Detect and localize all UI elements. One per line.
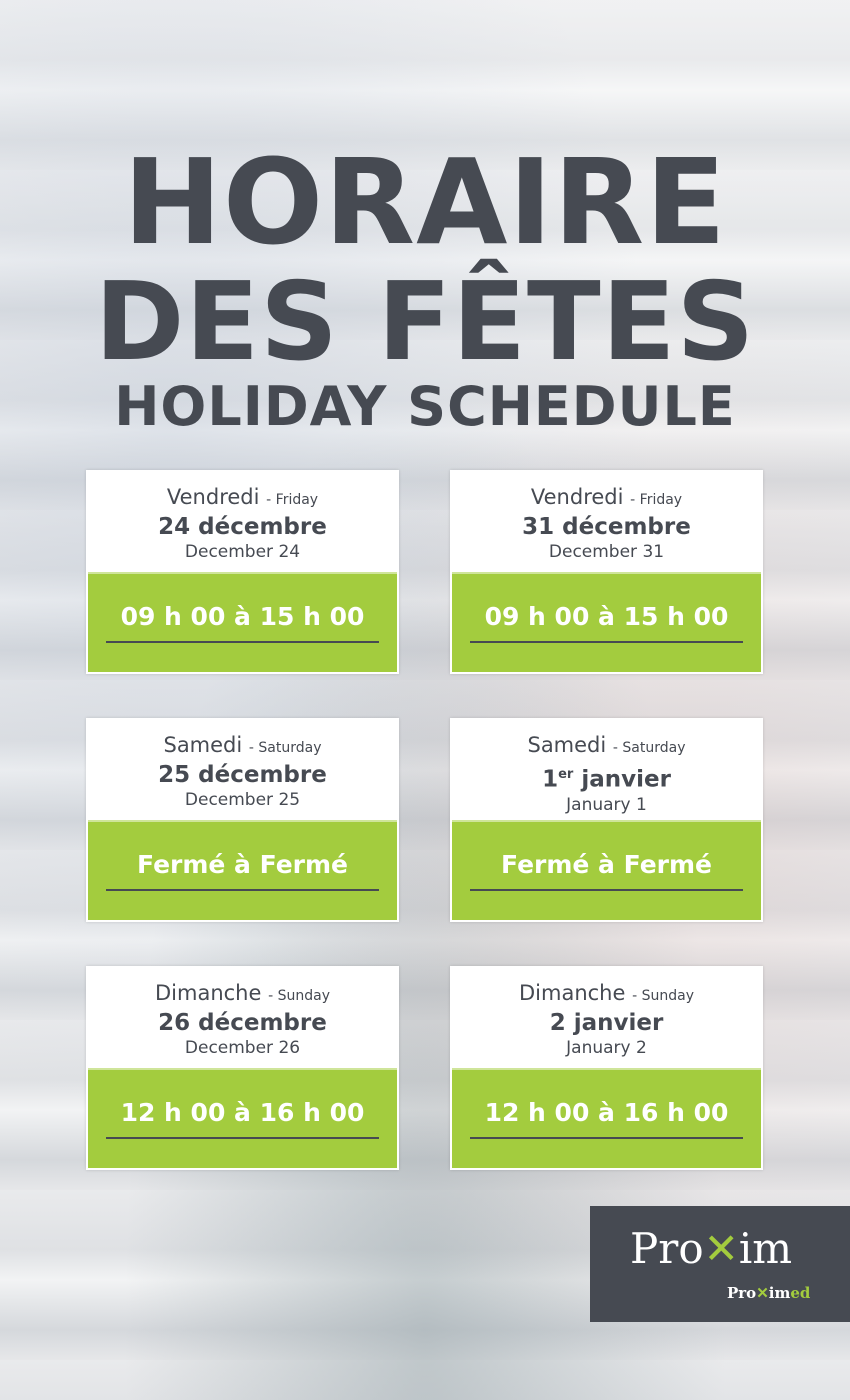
- hours-text: 09 h 00 à 15 h 00: [484, 602, 729, 631]
- hours-band: 09 h 00 à 15 h 00: [452, 572, 761, 672]
- schedule-card: Samedi - Saturday 25 décembre December 25 …: [86, 718, 399, 922]
- date-fr: 26 décembre: [158, 1010, 327, 1036]
- date-fr: 1er janvier: [542, 766, 671, 793]
- hours-band: Fermé à Fermé: [88, 820, 397, 920]
- date-fr: 31 décembre: [522, 514, 691, 540]
- title-french-line1: HORAIRE: [123, 133, 727, 271]
- schedule-card: Vendredi - Friday 24 décembre December 24 …: [86, 470, 399, 674]
- date-fr: 24 décembre: [158, 514, 327, 540]
- hours-text: 09 h 00 à 15 h 00: [120, 602, 365, 631]
- hours-band: Fermé à Fermé: [452, 820, 761, 920]
- schedule-card: Dimanche - Sunday 2 janvier January 2 12 h…: [450, 966, 763, 1170]
- hours-text: Fermé à Fermé: [501, 850, 712, 879]
- hours-band: 12 h 00 à 16 h 00: [88, 1068, 397, 1168]
- date-fr: 2 janvier: [549, 1010, 664, 1036]
- divider: [470, 1137, 743, 1139]
- date-en: December 25: [184, 790, 301, 810]
- day-label: Vendredi - Friday: [166, 485, 319, 509]
- date-en: December 31: [548, 542, 665, 562]
- day-label: Samedi - Saturday: [163, 733, 322, 757]
- divider: [106, 889, 379, 891]
- date-fr: 25 décembre: [158, 762, 327, 788]
- day-label: Vendredi - Friday: [530, 485, 683, 509]
- divider: [106, 641, 379, 643]
- schedule-card: Samedi - Saturday 1er janvier January 1 Fe…: [450, 718, 763, 922]
- schedule-card: Vendredi - Friday 31 décembre December 31 …: [450, 470, 763, 674]
- date-en: January 2: [566, 1038, 647, 1058]
- hours-text: 12 h 00 à 16 h 00: [120, 1098, 365, 1127]
- divider: [106, 1137, 379, 1139]
- title-english: HOLIDAY SCHEDULE: [114, 375, 736, 438]
- divider: [470, 889, 743, 891]
- proxim-logo: Pro✕im Pro✕imed: [590, 1206, 850, 1322]
- hours-band: 09 h 00 à 15 h 00: [88, 572, 397, 672]
- hours-band: 12 h 00 à 16 h 00: [452, 1068, 761, 1168]
- date-en: December 24: [184, 542, 301, 562]
- divider: [470, 641, 743, 643]
- date-en: January 1: [566, 794, 647, 815]
- title-french-line2: DES FÊTES: [94, 260, 756, 385]
- hours-text: 12 h 00 à 16 h 00: [484, 1098, 729, 1127]
- hours-text: Fermé à Fermé: [137, 850, 348, 879]
- day-label: Dimanche - Sunday: [155, 981, 330, 1005]
- day-label: Samedi - Saturday: [527, 733, 686, 757]
- schedule-card: Dimanche - Sunday 26 décembre December 26 …: [86, 966, 399, 1170]
- date-en: December 26: [184, 1038, 301, 1058]
- day-label: Dimanche - Sunday: [519, 981, 694, 1005]
